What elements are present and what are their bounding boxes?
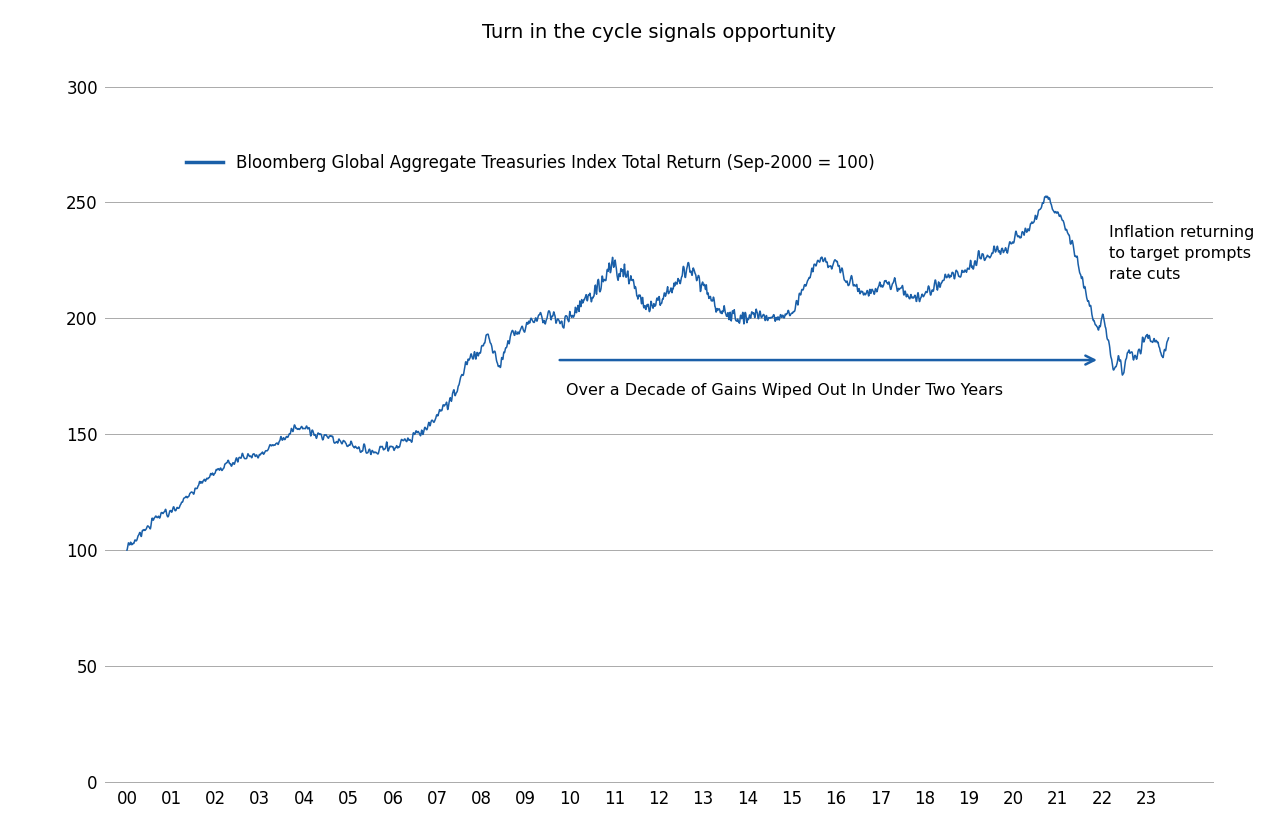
Title: Turn in the cycle signals opportunity: Turn in the cycle signals opportunity (481, 24, 836, 42)
Legend: Bloomberg Global Aggregate Treasuries Index Total Return (Sep-2000 = 100): Bloomberg Global Aggregate Treasuries In… (179, 147, 882, 179)
Text: Over a Decade of Gains Wiped Out In Under Two Years: Over a Decade of Gains Wiped Out In Unde… (566, 383, 1002, 398)
Text: Inflation returning
to target prompts
rate cuts: Inflation returning to target prompts ra… (1108, 225, 1254, 282)
